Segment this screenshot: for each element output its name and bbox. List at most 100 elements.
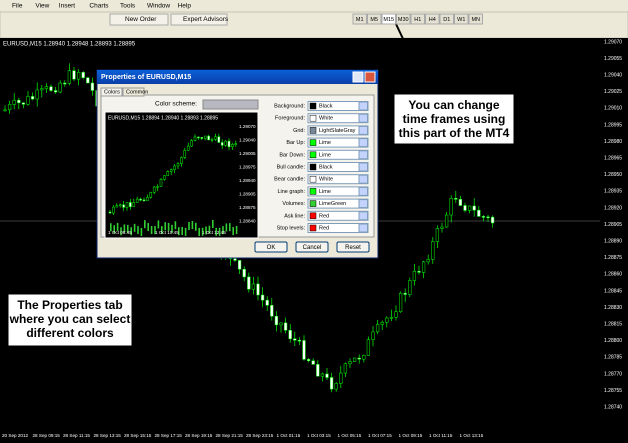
candle-body <box>112 206 115 214</box>
new-order-button[interactable] <box>109 13 169 26</box>
candle-body <box>86 77 90 84</box>
volume-bar <box>171 224 173 233</box>
dropdown-arrow <box>358 211 368 221</box>
timeframe-button[interactable] <box>468 13 483 25</box>
timeframe-button[interactable] <box>454 13 469 25</box>
timeframe-button[interactable] <box>352 13 367 25</box>
dialog-button[interactable] <box>336 241 370 253</box>
color-swatch <box>309 188 317 195</box>
candle-body <box>115 205 119 208</box>
time-label: 28 Sep 15:15 <box>124 433 152 438</box>
timeframe-button[interactable] <box>367 13 382 25</box>
preview-candles: 1.29070 1.29040 1.29005 1.28975 1.28940 1.289… <box>108 124 256 236</box>
callout-arrow <box>89 261 121 297</box>
time-label: 20 Sep 2012 <box>2 433 29 438</box>
price-label: 1.28845 <box>604 288 622 294</box>
candle-body <box>35 89 39 100</box>
chart-header: EURUSD,M15 1.28940 1.28948 1.28893 1.288… <box>3 42 136 48</box>
price-label: 1.28740 <box>604 405 622 411</box>
price-label: 1.28815 <box>604 322 622 328</box>
price-label: 1.28875 <box>604 255 622 261</box>
candle-body <box>325 373 329 378</box>
timeframe-label: M1 <box>356 17 364 23</box>
candle-body <box>490 216 495 224</box>
menu-item: Help <box>178 3 192 10</box>
preview-price-label: 1.28840 <box>239 219 256 224</box>
candle-body <box>139 198 142 201</box>
dialog-button[interactable] <box>254 241 288 253</box>
candle-body <box>251 283 256 290</box>
color-swatch <box>309 127 317 134</box>
timeframe-button[interactable] <box>381 13 396 25</box>
expert-advisors-button[interactable] <box>170 13 228 26</box>
color-label: Ask line: <box>284 213 305 219</box>
timeframe-label: M5 <box>370 17 378 23</box>
price-label: 1.28785 <box>604 355 622 361</box>
candle-body <box>135 198 139 203</box>
dialog-button[interactable] <box>295 241 329 253</box>
timeframe-button[interactable] <box>410 13 425 25</box>
callout-text: time frames using <box>403 112 506 126</box>
new-order-label: New Order <box>125 16 157 23</box>
preview-time-label: 1 Oct 12:45 <box>202 230 226 235</box>
menu-item: Charts <box>89 3 109 10</box>
callout-text: The Properties tab <box>17 298 122 312</box>
candle-body <box>247 276 251 290</box>
candle-body <box>159 179 163 187</box>
color-swatch <box>309 163 317 171</box>
candle-body <box>122 204 125 208</box>
candle-body <box>180 157 183 164</box>
time-label: 28 Sep 21:15 <box>216 433 244 438</box>
preview-time-label: 1 Oct 10:45 <box>155 230 179 235</box>
color-swatch <box>309 212 317 220</box>
candle-body <box>193 136 197 141</box>
callout-arrow <box>395 23 431 97</box>
close-button[interactable] <box>364 71 376 83</box>
dropdown-arrow <box>358 138 368 148</box>
menu-item: View <box>35 3 49 10</box>
volume-bar <box>113 225 115 234</box>
dialog-button-label: Cancel <box>303 245 322 251</box>
candle-body <box>166 171 170 176</box>
color-label: Bull candle: <box>277 164 306 170</box>
candle-body <box>302 340 306 360</box>
toolbar <box>0 11 628 39</box>
timeframe-button[interactable] <box>396 13 411 25</box>
candle-body <box>348 361 352 365</box>
candle-body <box>454 198 458 200</box>
preview-price-label: 1.28905 <box>239 192 256 197</box>
timeframe-label: M30 <box>398 17 409 23</box>
color-value: Black <box>319 164 333 170</box>
color-value: LightSlateGray <box>319 128 356 134</box>
candle-body <box>125 202 129 208</box>
candle-body <box>17 99 21 104</box>
color-scheme-select[interactable] <box>202 99 259 110</box>
tab[interactable] <box>100 87 123 97</box>
volume-bar <box>150 226 153 235</box>
candle-body <box>30 96 35 100</box>
help-button[interactable] <box>352 71 364 83</box>
preview-price-label: 1.29070 <box>239 124 256 129</box>
price-label: 1.29040 <box>604 73 622 79</box>
timeframe-label: W1 <box>457 17 465 23</box>
preview-price-label: 1.29040 <box>239 138 256 143</box>
price-label: 1.28920 <box>604 205 622 211</box>
candle-body <box>293 338 297 341</box>
candle-body <box>81 72 85 78</box>
timeframe-button[interactable] <box>425 13 440 25</box>
price-label: 1.28965 <box>604 156 622 162</box>
volume-bar <box>174 221 177 230</box>
time-label: 28 Sep 17:15 <box>155 433 183 438</box>
candle-body <box>217 136 221 143</box>
volume-bar <box>157 220 160 229</box>
candle-body <box>435 228 440 242</box>
color-swatch <box>309 151 317 159</box>
tab[interactable] <box>122 87 145 97</box>
candle-body <box>339 372 343 384</box>
candle-body <box>306 359 311 361</box>
volume-bar <box>130 227 132 236</box>
timeframe-button[interactable] <box>439 13 454 25</box>
volume-bar <box>188 222 190 231</box>
dropdown-arrow <box>358 199 368 209</box>
preview-price-label: 1.28875 <box>239 205 256 210</box>
